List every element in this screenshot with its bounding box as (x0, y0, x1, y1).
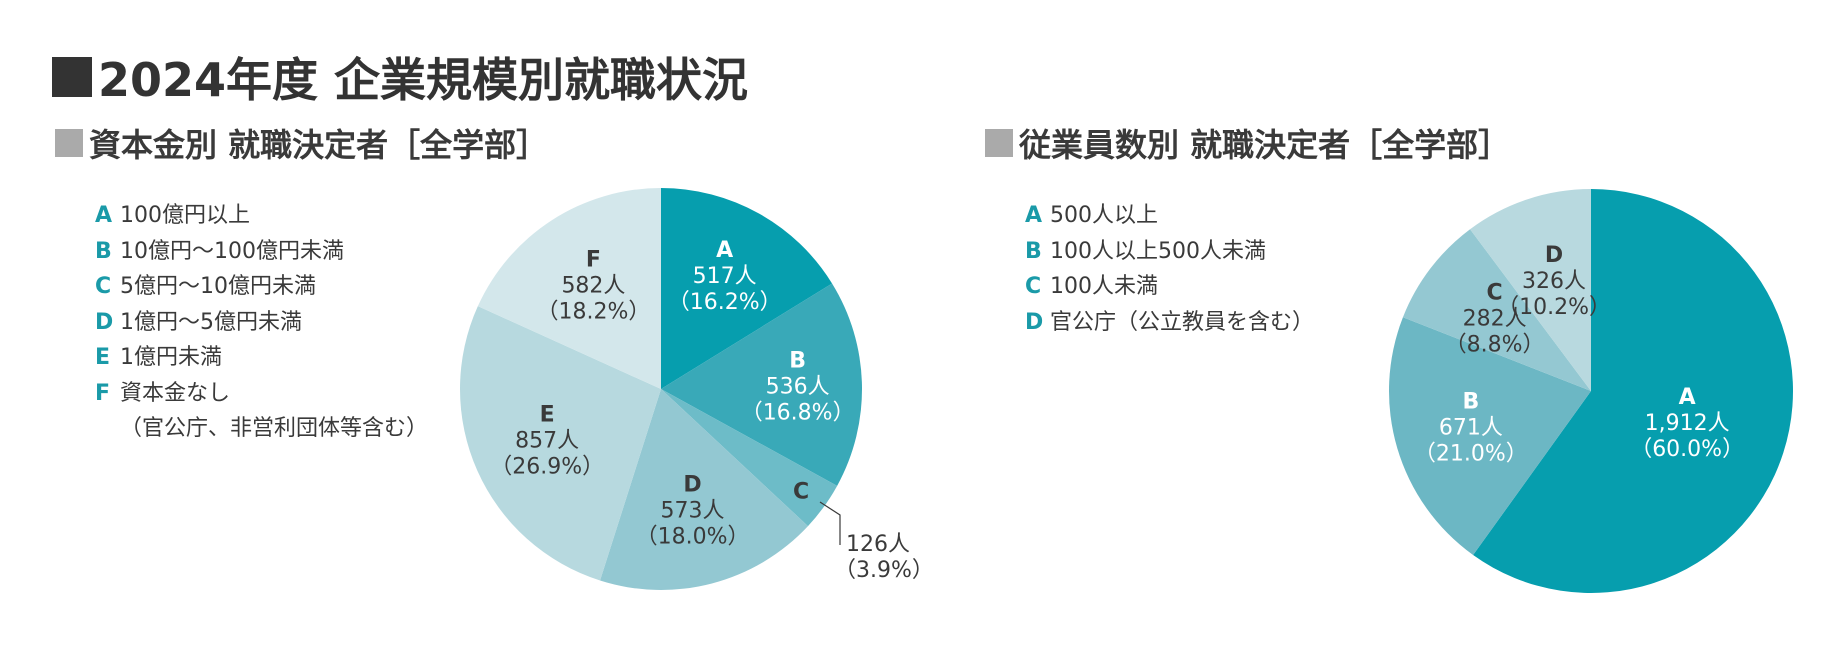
employee-chart-subtitle: 従業員数別 就職決定者［全学部］ (985, 120, 1510, 166)
legend-key: E (95, 345, 111, 370)
legend-item: B 100人以上500人未満 (1025, 234, 1314, 270)
legend-key: C (95, 274, 112, 299)
legend-key: B (95, 238, 112, 264)
page-title-text: 2024年度 企業規模別就職状況 (98, 53, 749, 107)
slice-value-label: 126人 (846, 532, 910, 557)
legend-label: 100人以上500人未満 (1050, 238, 1266, 264)
legend-label: 官公庁（公立教員を含む） (1050, 309, 1315, 335)
pie-slice-a (661, 188, 833, 389)
pie-slice-a (1473, 189, 1793, 593)
pie-slice-c (661, 389, 838, 527)
subtitle-square-icon (55, 129, 83, 157)
slice-value-label: 282人 (1463, 307, 1527, 332)
legend-label: 500人以上 (1050, 203, 1158, 228)
legend-key: A (1025, 203, 1043, 228)
legend-item: A 100億円以上 (95, 198, 428, 234)
slice-percent-label: （16.8%） (741, 401, 855, 426)
legend-item: C 5億円〜10億円未満 (95, 269, 428, 305)
slice-percent-label: （3.9%） (834, 558, 934, 583)
capital-chart-subtitle-text: 資本金別 就職決定者［全学部］ (89, 126, 549, 164)
employee-legend: A 500人以上 B 100人以上500人未満 C 100人未満 D 官公庁（公… (1025, 198, 1314, 340)
legend-label: 資本金なし (120, 380, 231, 406)
slice-category-label: D (683, 473, 701, 498)
slice-value-label: 1,912人 (1645, 411, 1730, 436)
page-title: 2024年度 企業規模別就職状況 (52, 44, 748, 110)
slice-percent-label: （18.0%） (636, 525, 750, 550)
employee-chart-panel: 従業員数別 就職決定者［全学部］ A 500人以上 B 100人以上500人未満… (985, 0, 1843, 650)
slice-value-label: 326人 (1522, 269, 1586, 294)
leader-line (819, 501, 841, 545)
legend-item: A 500人以上 (1025, 198, 1314, 234)
legend-label-note: （官公庁、非営利団体等含む） (120, 416, 429, 441)
capital-legend: A 100億円以上 B 10億円〜100億円未満 C 5億円〜10億円未満 D … (95, 198, 428, 447)
legend-label: 1億円〜5億円未満 (120, 309, 302, 335)
pie-slice-e (459, 306, 661, 581)
slice-category-label: A (716, 238, 733, 263)
slice-value-label: 536人 (766, 375, 830, 400)
slice-percent-label: （60.0%） (1630, 437, 1744, 462)
legend-label: 100人未満 (1050, 274, 1158, 299)
slice-value-label: 857人 (515, 429, 579, 454)
slice-value-label: 582人 (561, 273, 625, 298)
pie-slice-d (1470, 189, 1591, 391)
legend-key: C (1025, 274, 1042, 299)
employee-chart-subtitle-text: 従業員数別 就職決定者［全学部］ (1019, 126, 1511, 164)
legend-key: F (95, 380, 111, 406)
slice-category-label: F (586, 247, 601, 272)
pie-slice-c (1402, 229, 1591, 391)
slice-percent-label: （18.2%） (536, 299, 650, 324)
legend-label: 5億円〜10億円未満 (120, 274, 316, 299)
legend-item: F 資本金なし （官公庁、非営利団体等含む） (95, 376, 428, 447)
legend-item: B 10億円〜100億円未満 (95, 234, 428, 270)
slice-value-label: 517人 (693, 264, 757, 289)
legend-item: D 官公庁（公立教員を含む） (1025, 305, 1314, 341)
slice-category-label: B (1462, 389, 1479, 414)
slice-category-label: E (540, 403, 555, 428)
slice-percent-label: （16.2%） (668, 290, 782, 315)
slice-percent-label: （26.9%） (490, 455, 604, 480)
slice-category-label: B (789, 349, 806, 374)
legend-item: E 1億円未満 (95, 340, 428, 376)
slice-percent-label: （8.8%） (1445, 333, 1545, 358)
capital-chart-subtitle: 資本金別 就職決定者［全学部］ (55, 120, 548, 166)
subtitle-square-icon (985, 129, 1013, 157)
slice-value-label: 573人 (661, 499, 725, 524)
pie-slice-d (600, 389, 808, 590)
legend-label: 10億円〜100億円未満 (120, 238, 344, 264)
legend-key: D (1025, 309, 1044, 335)
legend-label: 1億円未満 (120, 345, 222, 370)
slice-category-label: D (1545, 243, 1563, 268)
pie-slice-b (1388, 317, 1591, 556)
slice-category-label: C (793, 479, 809, 504)
legend-label: 100億円以上 (120, 203, 250, 228)
slice-category-label: C (1487, 281, 1503, 306)
slice-value-label: 671人 (1439, 415, 1503, 440)
legend-item: C 100人未満 (1025, 269, 1314, 305)
slice-percent-label: （21.0%） (1414, 441, 1528, 466)
capital-chart-panel: 資本金別 就職決定者［全学部］ A 100億円以上 B 10億円〜100億円未満… (0, 0, 920, 650)
slice-percent-label: （10.2%） (1497, 295, 1611, 320)
slice-category-label: A (1679, 385, 1696, 410)
title-square-icon (52, 57, 92, 97)
pie-slice-f (477, 188, 661, 389)
legend-key: D (95, 309, 114, 335)
pie-slice-b (661, 283, 863, 486)
legend-key: A (95, 203, 113, 228)
legend-item: D 1億円〜5億円未満 (95, 305, 428, 341)
legend-key: B (1025, 238, 1042, 264)
